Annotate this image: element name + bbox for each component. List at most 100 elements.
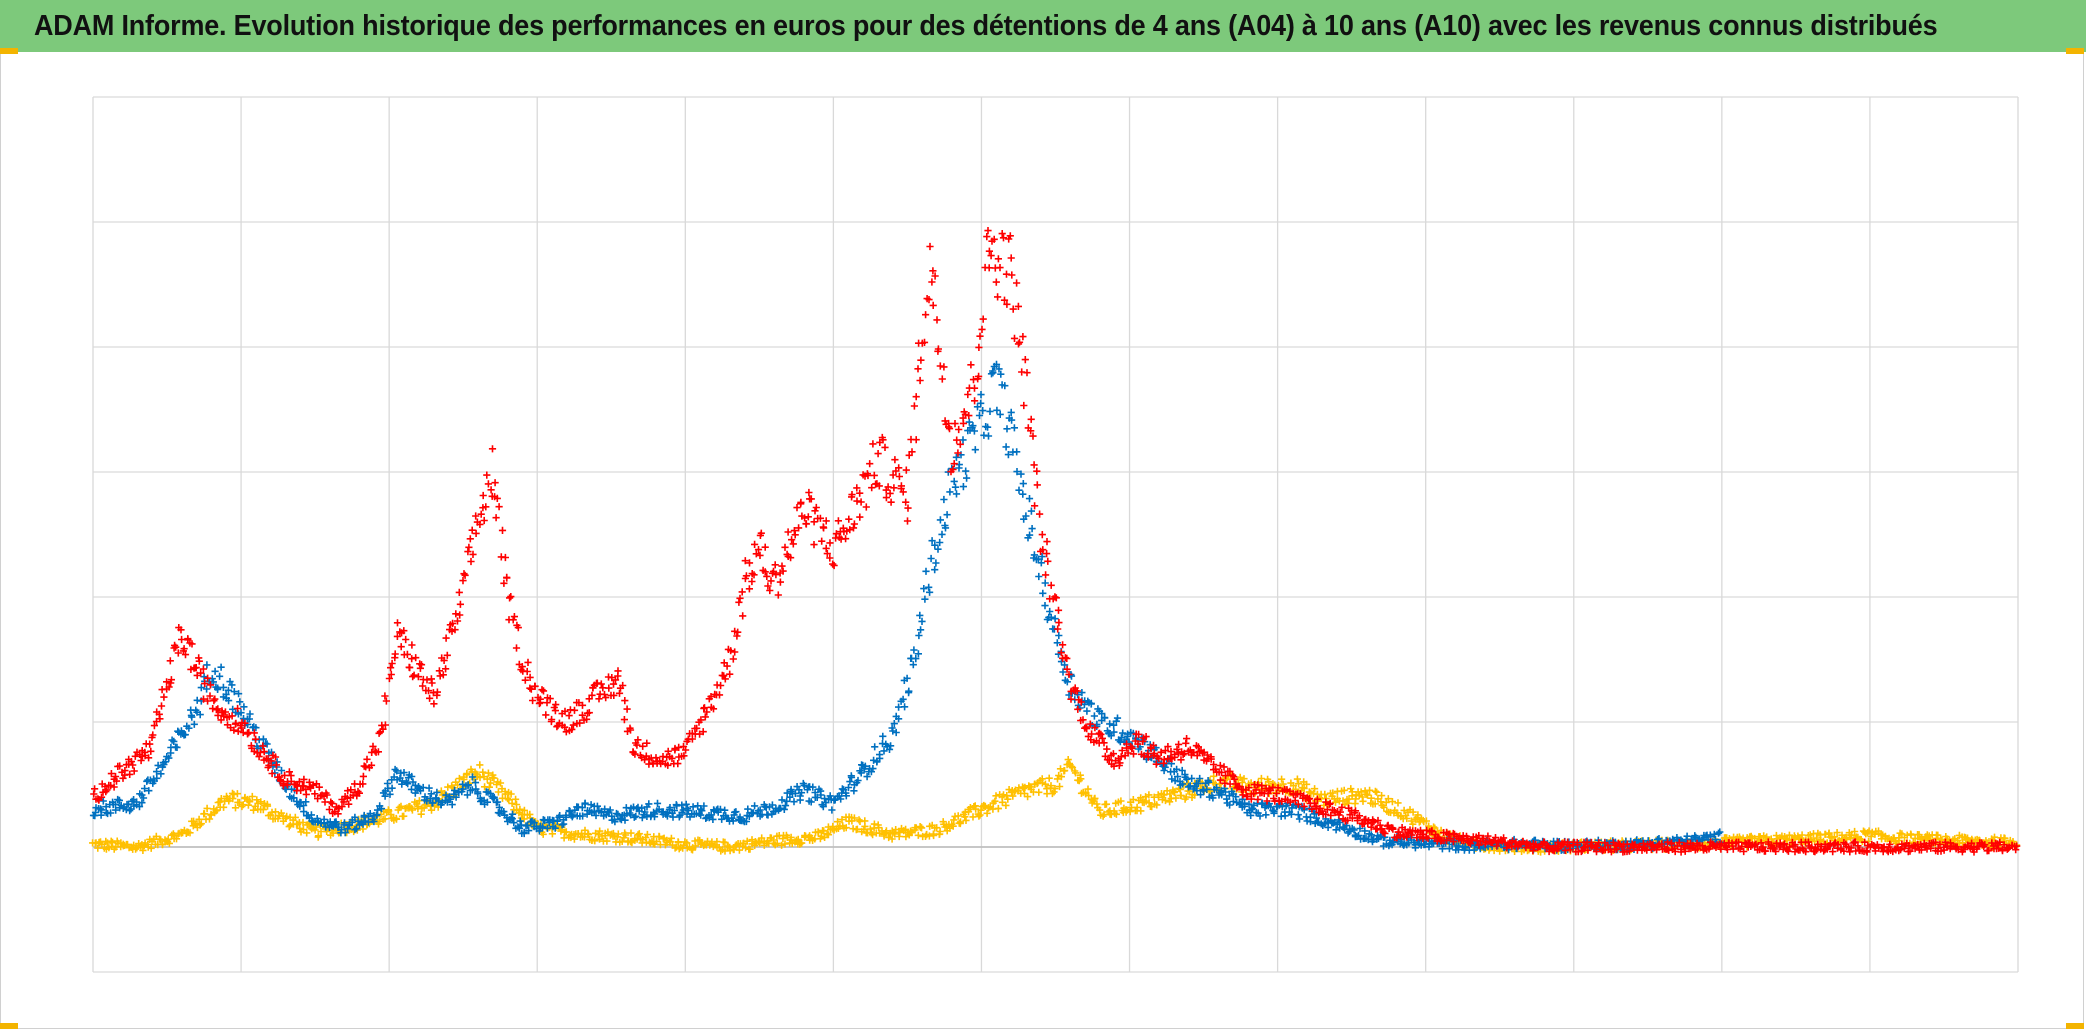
data-point	[914, 365, 922, 373]
data-point	[130, 767, 138, 775]
data-point	[868, 484, 876, 492]
data-point	[205, 815, 214, 823]
data-point	[542, 711, 550, 719]
data-point	[1020, 401, 1028, 410]
data-point	[996, 264, 1004, 272]
data-point	[669, 813, 677, 821]
data-point	[375, 729, 383, 737]
data-point	[938, 375, 946, 383]
data-point	[956, 819, 964, 828]
data-point	[1278, 775, 1286, 783]
data-point	[853, 825, 861, 833]
data-point	[570, 706, 579, 714]
data-point	[1295, 815, 1304, 823]
data-point	[985, 247, 993, 255]
data-point	[303, 829, 311, 837]
data-point	[157, 702, 166, 710]
data-point	[933, 824, 941, 832]
data-point	[976, 811, 984, 819]
data-point	[1295, 780, 1303, 788]
data-point	[381, 692, 389, 700]
data-point	[391, 650, 399, 658]
data-point	[892, 728, 900, 737]
data-point	[1236, 773, 1244, 781]
data-point	[220, 803, 228, 811]
data-point	[1340, 786, 1348, 794]
data-point	[998, 230, 1006, 238]
data-point	[874, 450, 882, 458]
data-point	[971, 446, 979, 454]
data-point	[1041, 602, 1049, 610]
data-point	[1161, 796, 1170, 805]
data-point	[692, 842, 700, 850]
data-point	[802, 520, 810, 528]
data-point	[936, 827, 944, 836]
data-point	[467, 557, 475, 566]
data-point	[1077, 775, 1085, 783]
data-point	[520, 815, 528, 823]
data-point	[165, 839, 173, 847]
page-title: ADAM Informe. Evolution historique des p…	[34, 9, 1938, 42]
data-point	[1033, 481, 1041, 489]
data-point	[98, 840, 106, 848]
data-point	[235, 798, 244, 807]
data-point	[847, 772, 855, 780]
data-point	[1019, 490, 1027, 498]
data-point	[1339, 797, 1347, 805]
data-point	[885, 833, 893, 842]
data-point	[1025, 782, 1033, 790]
data-point	[91, 785, 99, 793]
data-point	[780, 805, 788, 813]
data-point	[506, 594, 514, 602]
data-point	[991, 797, 999, 805]
data-point	[1010, 334, 1019, 342]
data-point	[484, 769, 492, 777]
data-point	[452, 610, 460, 618]
data-point	[1175, 740, 1183, 748]
data-point	[789, 540, 797, 548]
series-1	[89, 360, 1724, 855]
data-point	[548, 830, 556, 838]
data-point	[1071, 769, 1080, 777]
data-point	[465, 543, 473, 551]
data-point	[108, 838, 117, 846]
data-point	[397, 802, 405, 810]
data-point	[778, 562, 786, 570]
data-point	[1035, 572, 1043, 581]
data-point	[166, 657, 174, 665]
data-point	[412, 654, 420, 662]
corner-accent-bottom-left	[0, 1023, 18, 1029]
data-point	[1025, 495, 1034, 503]
data-point	[203, 804, 211, 812]
data-point	[408, 806, 416, 814]
data-point	[817, 832, 825, 840]
data-point	[1359, 797, 1367, 805]
data-point	[962, 816, 970, 824]
data-point	[853, 497, 861, 505]
data-point	[807, 495, 815, 503]
data-point	[870, 471, 878, 479]
data-point	[1019, 480, 1027, 488]
data-point	[627, 829, 635, 837]
data-point	[744, 805, 752, 813]
data-point	[922, 567, 930, 575]
data-point	[397, 643, 405, 651]
data-point	[596, 827, 604, 835]
data-point	[1238, 778, 1246, 787]
data-point	[1311, 785, 1319, 793]
data-point	[887, 742, 895, 750]
data-point	[197, 684, 205, 692]
data-point	[784, 528, 792, 536]
data-point	[1172, 794, 1180, 802]
data-point	[1055, 631, 1063, 640]
data-point	[492, 514, 500, 522]
data-point	[959, 483, 967, 491]
data-point	[1030, 461, 1038, 469]
data-point	[876, 751, 884, 759]
data-point	[838, 816, 846, 824]
data-point	[312, 823, 320, 831]
data-point	[408, 655, 416, 663]
data-point	[1039, 589, 1047, 597]
data-point	[856, 513, 864, 521]
data-point	[384, 806, 392, 814]
